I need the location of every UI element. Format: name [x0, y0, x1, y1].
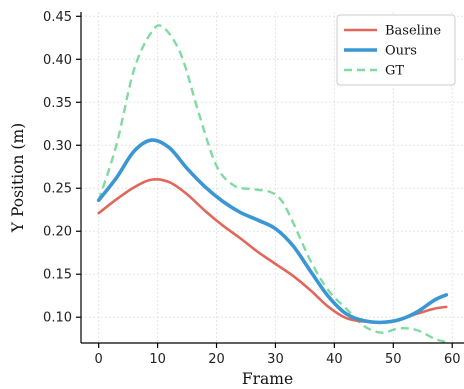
y-tick-label: 0.15 — [43, 268, 72, 283]
x-tick-label: 40 — [326, 352, 343, 367]
y-tick-label: 0.35 — [43, 96, 72, 111]
legend: Baseline Ours GT — [336, 14, 456, 86]
series-line-baseline — [97, 178, 448, 324]
y-tick-label: 0.10 — [43, 311, 72, 326]
legend-label-baseline: Baseline — [385, 24, 441, 39]
x-tick-label: 30 — [267, 352, 284, 367]
y-tick-label: 0.45 — [43, 10, 72, 25]
tick-labels: 0 10 20 30 40 50 60 0.10 0.15 0.20 0.25 0.30 0.35 0.4… — [43, 10, 460, 367]
series-line-gt — [97, 24, 447, 344]
axes — [76, 12, 464, 348]
y-tick-label: 0.25 — [43, 182, 72, 197]
y-tick-label: 0.20 — [43, 225, 72, 240]
legend-box — [336, 14, 456, 86]
grid — [81, 12, 464, 343]
series-line-ours — [96, 138, 449, 325]
y-tick-label: 0.30 — [43, 139, 72, 154]
x-tick-label: 20 — [208, 352, 225, 367]
y-tick-label: 0.40 — [43, 53, 72, 68]
x-tick-label: 10 — [149, 352, 166, 367]
x-tick-label: 50 — [385, 352, 402, 367]
x-axis-label: Frame — [242, 370, 293, 388]
legend-label-ours: Ours — [385, 44, 417, 59]
x-tick-label: 60 — [444, 352, 461, 367]
y-axis-label: Y Position (m) — [9, 123, 27, 233]
series-lines — [96, 24, 449, 344]
legend-label-gt: GT — [385, 64, 404, 79]
x-tick-label: 0 — [95, 352, 103, 367]
